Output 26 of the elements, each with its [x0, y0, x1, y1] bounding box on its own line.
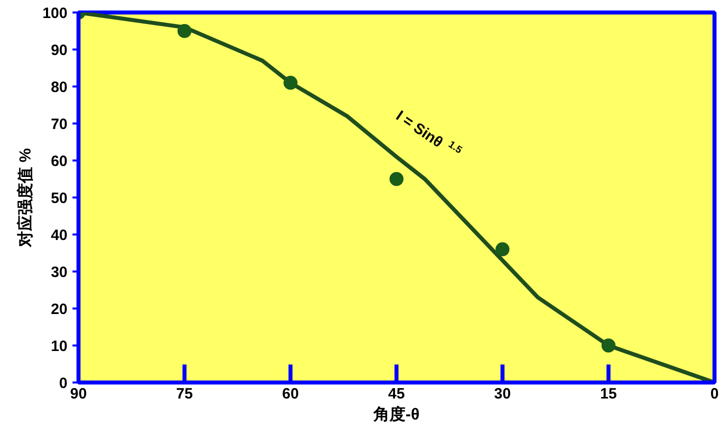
y-tick-label: 30 — [50, 264, 68, 281]
y-tick-label: 70 — [50, 116, 68, 133]
point — [496, 242, 510, 256]
point — [284, 76, 298, 90]
y-tick-label: 20 — [50, 301, 68, 318]
x-tick-label: 75 — [176, 386, 193, 402]
x-tick-label: 90 — [70, 386, 87, 402]
y-tick-label: 60 — [50, 153, 68, 170]
x-tick-label: 60 — [282, 386, 299, 402]
y-tick-label: 90 — [50, 42, 68, 59]
y-tick-label: 100 — [42, 5, 68, 22]
point — [602, 338, 616, 352]
annotation: I = Sinθ1.5 — [392, 107, 464, 156]
x-tick-label: 15 — [600, 386, 617, 402]
x-tick-label: 0 — [710, 386, 719, 402]
point — [178, 24, 192, 38]
x-axis-title: 角度-θ — [372, 404, 420, 424]
y-tick-label: 50 — [50, 190, 68, 207]
y-tick-label: 40 — [50, 227, 68, 244]
y-tick-label: 0 — [59, 375, 68, 392]
y-axis-title: 对应强度值 % — [15, 148, 34, 248]
x-tick-label: 45 — [388, 386, 405, 402]
point — [390, 172, 404, 186]
y-tick-label: 80 — [50, 79, 68, 96]
y-tick-label: 10 — [50, 338, 68, 355]
x-tick-label: 30 — [494, 386, 511, 402]
